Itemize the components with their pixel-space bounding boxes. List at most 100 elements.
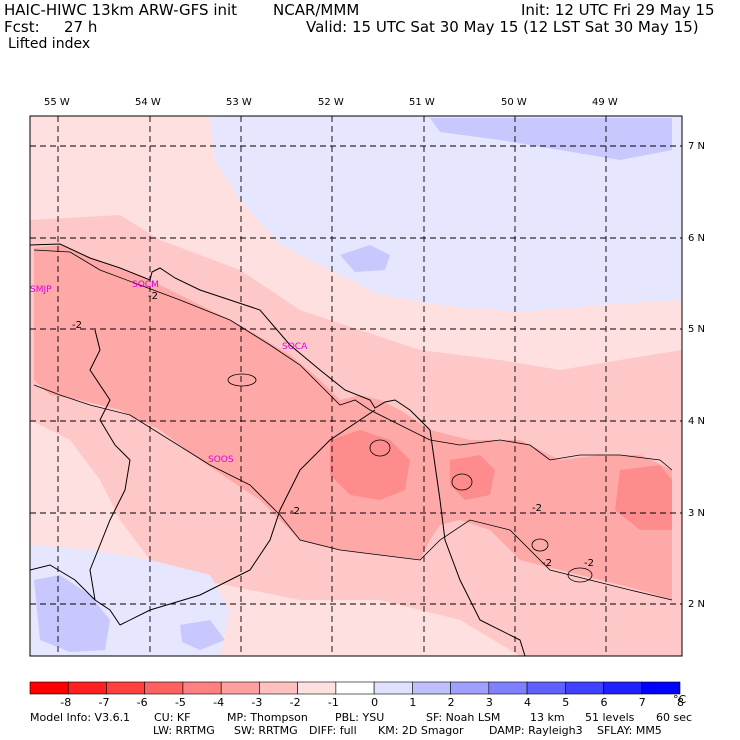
field-name: Lifted index bbox=[8, 36, 91, 52]
colorbar-swatch bbox=[526, 681, 566, 695]
shade-blue-southwest-dark bbox=[34, 575, 110, 652]
lon-label-53w: 53 W bbox=[226, 97, 252, 108]
colorbar-swatch bbox=[67, 681, 107, 695]
contour-ring-1 bbox=[227, 373, 257, 387]
colorbar-swatch bbox=[182, 681, 222, 695]
colorbar-tick-label: 0 bbox=[371, 696, 379, 709]
colorbar-tick-label: 7 bbox=[638, 696, 646, 709]
colorbar-tick-label: -1 bbox=[327, 696, 339, 709]
contour-minus2-main bbox=[33, 249, 673, 471]
contour-ring-5 bbox=[369, 439, 391, 457]
contour-label: -2 bbox=[542, 558, 552, 569]
colorbar-swatch bbox=[335, 681, 375, 695]
shade-blue-small-patch bbox=[340, 245, 390, 272]
shade-pink-minus2 bbox=[34, 245, 672, 600]
forecast-label: Fcst: bbox=[4, 18, 40, 36]
shade-red-spot-2 bbox=[450, 455, 495, 500]
border-suriname-guyana bbox=[89, 329, 131, 626]
colorbar-swatch bbox=[220, 681, 260, 695]
footer-diff: DIFF: full bbox=[309, 724, 357, 737]
shade-light-blue-north bbox=[210, 116, 682, 312]
station-label-socm: SOCM bbox=[132, 280, 159, 290]
lon-label-54w: 54 W bbox=[135, 97, 161, 108]
footer-sw: SW: RRTMG bbox=[234, 724, 298, 737]
colorbar-swatch bbox=[259, 681, 298, 695]
border-suriname-frenchguiana bbox=[119, 409, 376, 626]
footer-km: KM: 2D Smagor bbox=[378, 724, 464, 737]
lat-label-3n: 3 N bbox=[688, 508, 706, 519]
footer-damp: DAMP: Rayleigh3 bbox=[489, 724, 583, 737]
contour-ring-2 bbox=[451, 473, 473, 491]
colorbar-tick-label: 5 bbox=[562, 696, 570, 709]
organization: NCAR/MMM bbox=[273, 1, 360, 19]
valid-time: Valid: 15 UTC Sat 30 May 15 (12 LST Sat … bbox=[306, 18, 699, 36]
contour-ring-3 bbox=[531, 538, 549, 552]
lat-label-4n: 4 N bbox=[688, 416, 706, 427]
colorbar-swatch bbox=[373, 681, 413, 695]
contour-minus2-south bbox=[33, 384, 673, 601]
colorbar-tick-label: 3 bbox=[485, 696, 493, 709]
colorbar-tick-label: -2 bbox=[289, 696, 301, 709]
footer-cu: CU: KF bbox=[154, 711, 191, 724]
shade-blue-south-small bbox=[180, 620, 225, 650]
init-time: Init: 12 UTC Fri 29 May 15 bbox=[521, 1, 715, 19]
colorbar-unit: °C bbox=[673, 693, 687, 706]
map-frame bbox=[29, 115, 683, 657]
colorbar-swatch bbox=[641, 681, 681, 695]
footer-sf: SF: Noah LSM bbox=[426, 711, 501, 724]
contour-label: -2 bbox=[72, 320, 82, 331]
colorbar-swatch bbox=[106, 681, 146, 695]
footer-resolution: 13 km bbox=[530, 711, 565, 724]
colorbar-tick-label: 4 bbox=[524, 696, 532, 709]
colorbar-swatch bbox=[297, 681, 337, 695]
lat-label-6n: 6 N bbox=[688, 233, 706, 244]
colorbar-tick-label: -5 bbox=[174, 696, 186, 709]
footer-lw: LW: RRTMG bbox=[153, 724, 215, 737]
lon-label-50w: 50 W bbox=[501, 97, 527, 108]
lon-label-55w: 55 W bbox=[44, 97, 70, 108]
contour-ring-4 bbox=[567, 567, 593, 583]
footer-timestep: 60 sec bbox=[656, 711, 693, 724]
coastline bbox=[30, 243, 441, 501]
border-brazil bbox=[439, 499, 526, 656]
lon-label-52w: 52 W bbox=[318, 97, 344, 108]
colorbar-tick-label: -7 bbox=[98, 696, 110, 709]
station-label-soca: SOCA bbox=[282, 342, 308, 352]
colorbar-swatch bbox=[603, 681, 643, 695]
border-west bbox=[30, 564, 96, 601]
contour-label: -2 bbox=[584, 558, 594, 569]
colorbar-tick-label: -6 bbox=[136, 696, 148, 709]
footer-mp: MP: Thompson bbox=[227, 711, 308, 724]
colorbar-tick-label: 8 bbox=[677, 696, 684, 709]
lon-label-49w: 49 W bbox=[592, 97, 618, 108]
model-title: HAIC-HIWC 13km ARW-GFS init bbox=[4, 1, 238, 19]
contour-label: -2 bbox=[148, 291, 158, 302]
shade-red-spot-3 bbox=[615, 465, 672, 530]
footer-pbl: PBL: YSU bbox=[335, 711, 385, 724]
contour-label: -2 bbox=[290, 506, 300, 517]
colorbar-tick-label: 2 bbox=[447, 696, 455, 709]
footer-model-info: Model Info: V3.6.1 bbox=[30, 711, 131, 724]
colorbar-swatch bbox=[29, 681, 69, 695]
graticule bbox=[30, 116, 682, 656]
shade-blue-north-patch bbox=[430, 118, 672, 160]
lat-label-2n: 2 N bbox=[688, 599, 706, 610]
colorbar-swatch bbox=[450, 681, 490, 695]
footer-levels: 51 levels bbox=[585, 711, 635, 724]
colorbar-tick-label: 6 bbox=[600, 696, 608, 709]
colorbar-swatch bbox=[144, 681, 184, 695]
colorbar-tick-label: 1 bbox=[409, 696, 417, 709]
colorbar bbox=[29, 681, 681, 695]
station-label-smjp: SMJP bbox=[30, 285, 52, 295]
forecast-hour: 27 h bbox=[64, 18, 98, 36]
colorbar-swatch bbox=[564, 681, 604, 695]
lat-label-5n: 5 N bbox=[688, 324, 706, 335]
lat-label-7n: 7 N bbox=[688, 141, 706, 152]
lon-label-51w: 51 W bbox=[409, 97, 435, 108]
station-label-soos: SOOS bbox=[208, 455, 234, 465]
colorbar-swatch bbox=[412, 681, 451, 695]
colorbar-tick-label: -4 bbox=[213, 696, 225, 709]
colorbar-swatch bbox=[488, 681, 528, 695]
colorbar-tick-label: -3 bbox=[251, 696, 263, 709]
